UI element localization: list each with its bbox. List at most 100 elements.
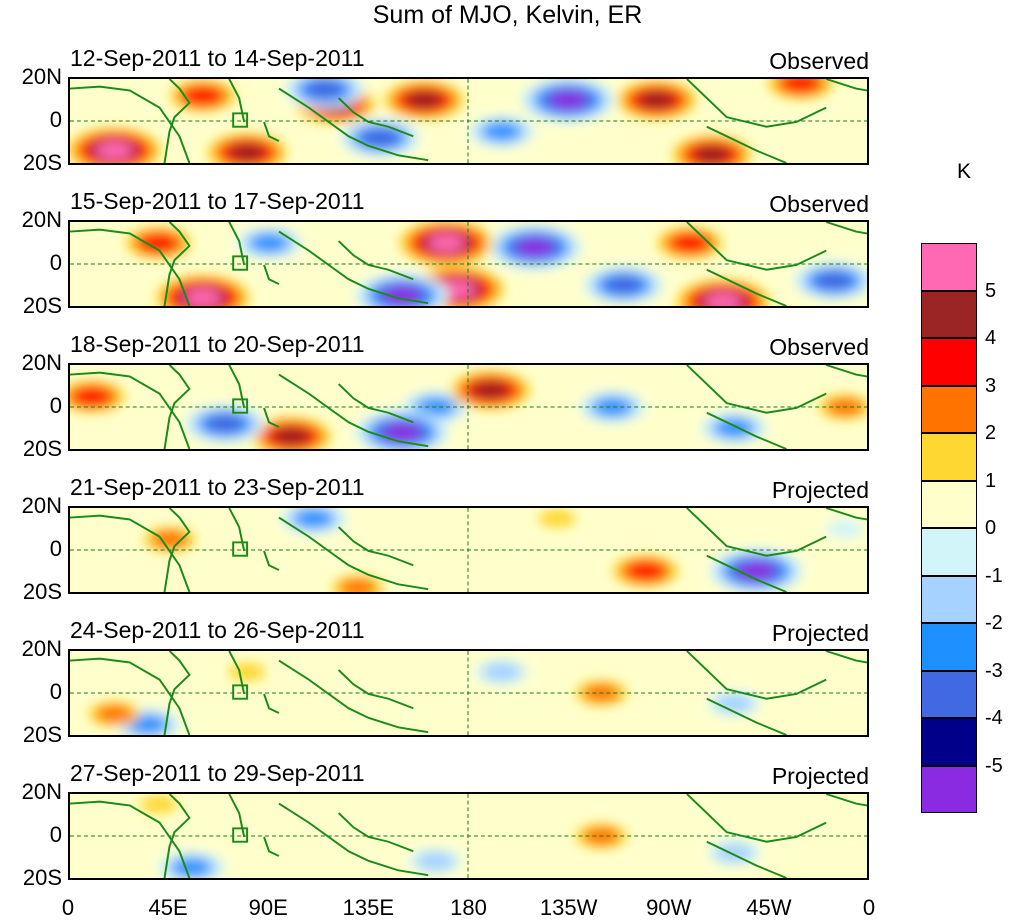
anomaly-field (70, 365, 867, 449)
anomaly-contour (305, 80, 344, 99)
coastline-segment (278, 87, 429, 162)
lat-tick-label: 0 (49, 250, 62, 275)
anomaly-contour (172, 858, 211, 877)
colorbar-tick-label: 0 (985, 517, 997, 539)
anomaly-contour (781, 79, 820, 93)
panel-kind-label: Projected (771, 763, 869, 789)
lon-tick-label: 0 (61, 895, 75, 920)
lon-tick-label: 180 (450, 895, 487, 920)
anomaly-contour (95, 141, 134, 160)
chart-title: Sum of MJO, Kelvin, ER (372, 1, 643, 29)
coastline-segment (263, 836, 280, 857)
region-box (232, 541, 249, 557)
colorbar-segment (921, 670, 977, 718)
anomaly-contour (482, 122, 521, 141)
anomaly-map-panel (68, 792, 869, 880)
anomaly-contour (715, 694, 754, 713)
coastline-segment (337, 383, 414, 424)
lon-tick-label: 45W (746, 895, 792, 920)
anomaly-contour (183, 86, 222, 105)
region-box (232, 684, 249, 700)
coastline-segment (337, 669, 414, 710)
anomaly-contour (228, 143, 267, 162)
region-box (232, 112, 249, 128)
panel-date-range: 18-Sep-2011 to 20-Sep-2011 (70, 331, 365, 357)
anomaly-contour (549, 90, 588, 110)
lon-tick-label: 135E (342, 895, 395, 920)
coastline-segment (70, 514, 191, 592)
coastline-segment (228, 365, 246, 409)
anomaly-contour (250, 233, 289, 253)
colorbar-segment (921, 528, 977, 576)
anomaly-contour (338, 578, 377, 592)
coastline-segment (706, 411, 787, 449)
anomaly-field (70, 508, 867, 592)
coastline-segment (825, 508, 867, 521)
anomaly-field (70, 794, 867, 878)
coastline-segment (825, 365, 867, 378)
coastline-segment (70, 85, 191, 163)
anomaly-contour (139, 233, 178, 253)
anomaly-contour (626, 561, 665, 581)
anomaly-contour (604, 275, 643, 295)
panel-kind-label: Observed (769, 191, 869, 217)
lat-tick-label: 20S (22, 579, 62, 604)
coastline-segment (337, 812, 414, 853)
coastline-segment (686, 651, 827, 700)
coastline-segment (706, 697, 787, 735)
anomaly-contour (361, 128, 399, 147)
coastline-segment (228, 794, 246, 838)
colorbar-tick-label: 4 (985, 327, 997, 349)
panel-date-range: 27-Sep-2011 to 29-Sep-2011 (70, 760, 365, 786)
lat-tick-label: 20N (21, 350, 62, 375)
anomaly-contour (737, 561, 776, 581)
coastline-segment (70, 657, 191, 735)
lon-tick-label: 45E (148, 895, 188, 920)
lat-tick-label: 20N (21, 636, 62, 661)
coastline-segment (825, 651, 867, 664)
colorbar-tick-label: -1 (985, 564, 1003, 587)
coastline-segment (163, 651, 191, 735)
lon-tick-label: 90W (646, 895, 692, 920)
coastline-segment (825, 794, 867, 807)
lat-tick-label: 20S (22, 722, 62, 747)
coastline-segment (70, 228, 191, 306)
colorbar-tick-label: 2 (985, 422, 997, 444)
coastline-segment (278, 659, 429, 734)
panel-kind-label: Projected (771, 620, 869, 646)
anomaly-contour (206, 414, 244, 433)
coastline-segment (263, 550, 280, 571)
coastlines (70, 508, 867, 592)
coastline-segment (70, 800, 191, 878)
anomaly-contour (416, 852, 455, 871)
region-box (232, 255, 249, 271)
lat-tick-label: 20N (21, 207, 62, 232)
coastline-segment (825, 79, 867, 92)
lon-tick-label: 135W (539, 895, 598, 920)
anomaly-contour (825, 519, 864, 539)
coastline-segment (337, 240, 414, 281)
anomaly-contour (128, 715, 167, 734)
anomaly-contour (693, 145, 731, 163)
coastline-segment (278, 230, 429, 305)
colorbar-tick-label: 1 (985, 469, 997, 492)
anomaly-contour (715, 843, 754, 862)
coastline-segment (825, 222, 867, 235)
colorbar-tick-label: 3 (985, 374, 997, 397)
coastline-segment (278, 516, 429, 591)
coastline-segment (228, 508, 246, 552)
anomaly-contour (482, 662, 521, 682)
lon-tick-label: 90E (248, 895, 288, 920)
anomaly-contour (294, 509, 333, 528)
lon-tick-label: 0 (862, 895, 876, 920)
coastline-segment (686, 794, 827, 843)
lat-tick-label: 0 (49, 536, 62, 561)
coastlines (70, 79, 867, 163)
colorbar-tick-label: -4 (985, 707, 1003, 729)
colorbar-segment (921, 623, 977, 671)
lat-tick-label: 20S (22, 865, 62, 890)
coastline-segment (163, 79, 191, 163)
lat-tick-label: 20S (22, 150, 62, 175)
anomaly-contour (637, 90, 676, 110)
